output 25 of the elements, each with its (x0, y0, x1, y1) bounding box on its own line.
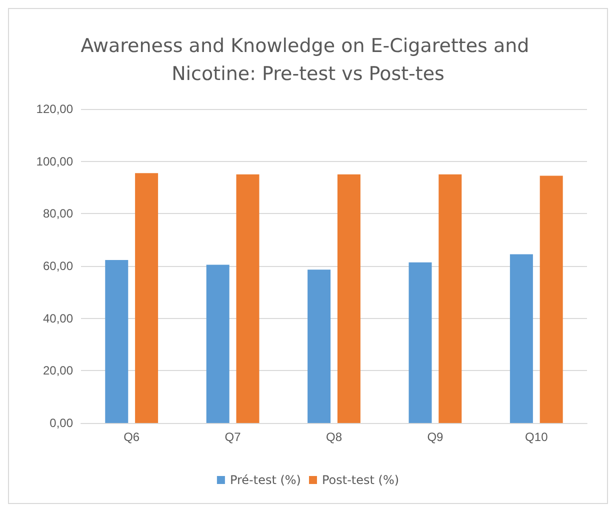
bar (308, 270, 331, 423)
legend-label: Post-test (%) (322, 473, 400, 487)
x-tick-label: Q9 (427, 430, 444, 444)
y-tick-label: 120,00 (36, 102, 74, 116)
y-tick-label: 80,00 (42, 206, 74, 221)
y-tick-label: 20,00 (42, 364, 74, 378)
bar (438, 174, 462, 423)
bar (337, 174, 360, 423)
chart-title: Awareness and Knowledge on E-Cigarettes and Nicotine: Pre-test vs Post-tes (80, 35, 536, 85)
bar (206, 264, 230, 423)
bar (105, 260, 128, 423)
bar (135, 173, 158, 423)
bar (236, 174, 260, 423)
x-tick-label: Q10 (525, 430, 548, 444)
y-tick-label: 40,00 (42, 311, 74, 326)
x-tick-label: Q6 (124, 430, 140, 444)
x-tick-label: Q8 (326, 430, 342, 444)
bar (510, 254, 533, 423)
y-tick-label: 0,00 (50, 416, 74, 430)
legend-label: Pré-test (%) (230, 473, 301, 487)
y-tick-label: 100,00 (36, 154, 74, 168)
bar (540, 176, 563, 423)
bar (408, 262, 432, 423)
y-tick-label: 60,00 (42, 259, 74, 273)
x-tick-label: Q7 (224, 430, 242, 444)
